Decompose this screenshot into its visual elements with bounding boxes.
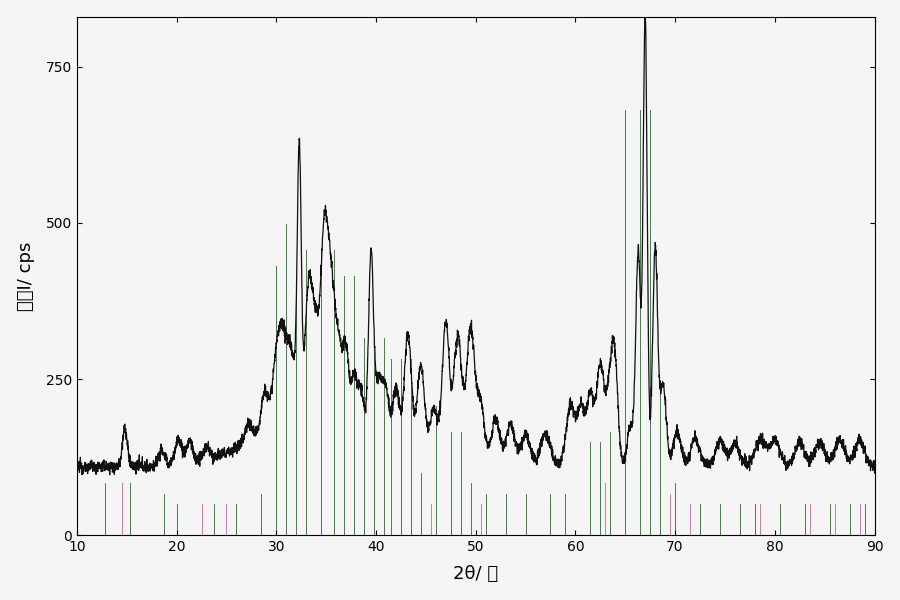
X-axis label: 2θ/ 度: 2θ/ 度	[453, 565, 499, 583]
Y-axis label: 强度I/ cps: 强度I/ cps	[17, 241, 35, 311]
